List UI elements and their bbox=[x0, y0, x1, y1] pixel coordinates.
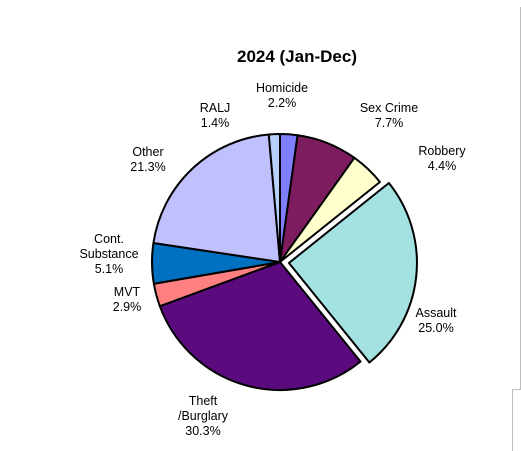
pie-slice-assault bbox=[287, 181, 418, 364]
slice-label-ralj: RALJ 1.4% bbox=[200, 101, 231, 130]
frame-left-edge bbox=[512, 389, 513, 451]
pie-slice-robbery bbox=[279, 156, 381, 263]
slice-label-mvt: MVT 2.9% bbox=[113, 285, 142, 314]
pie-slice-ralj bbox=[267, 133, 281, 263]
pie-slices bbox=[151, 133, 418, 391]
pie-slice-theft-burglary bbox=[158, 261, 362, 391]
slice-label-homicide: Homicide 2.2% bbox=[256, 81, 308, 110]
slice-label-cont-substance: Cont. Substance 5.1% bbox=[79, 232, 138, 276]
slice-label-robbery: Robbery 4.4% bbox=[418, 144, 466, 173]
chart-title: 2024 (Jan-Dec) bbox=[237, 47, 357, 66]
slice-label-other: Other 21.3% bbox=[130, 145, 165, 174]
frame-bottom-edge bbox=[512, 389, 521, 390]
slice-label-assault: Assault 25.0% bbox=[416, 306, 458, 335]
slice-label-theft-burglary: Theft/Burglary 30.3% bbox=[178, 394, 229, 438]
pie-slice-other bbox=[152, 133, 281, 263]
pie-labels: Homicide 2.2% Sex Crime 7.7%Robbery 4.4% Assa… bbox=[79, 81, 466, 438]
slice-label-sex-crime: Sex Crime 7.7% bbox=[360, 101, 418, 130]
